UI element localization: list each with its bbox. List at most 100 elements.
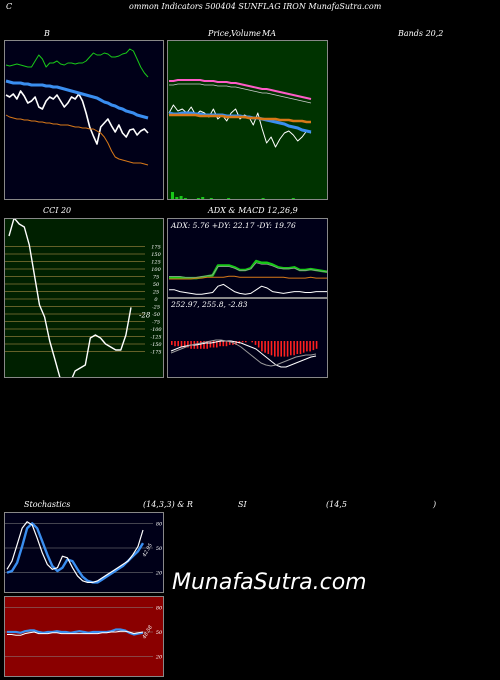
volume-bar <box>227 198 231 199</box>
rsi-tick-label: 50 <box>156 630 163 636</box>
ma-title: MA <box>262 29 276 38</box>
macd-histogram-bar <box>274 341 276 357</box>
stoch-tick-label: 20 <box>155 571 163 577</box>
volume-bar <box>291 198 295 199</box>
cci-tick-label: -125 <box>150 335 161 341</box>
volume-bar <box>223 199 226 200</box>
cci-value-label: -28 <box>139 311 151 319</box>
macd-histogram-bar <box>222 341 225 347</box>
macd-histogram-bar <box>241 341 244 343</box>
macd-histogram-bar <box>302 341 305 353</box>
volume-bar <box>257 199 260 200</box>
macd-values: 252.97, 255.8, -2.83 <box>171 300 248 309</box>
macd-histogram-bar <box>174 341 176 347</box>
volume-bar <box>249 199 252 200</box>
macd-histogram-bar <box>177 341 179 347</box>
volume-bar <box>193 199 196 200</box>
macd-line <box>170 340 317 368</box>
adx-white-line <box>169 283 327 295</box>
bollinger-blue-line <box>5 79 149 120</box>
macd-histogram-bar <box>180 341 183 348</box>
macd-histogram-bar <box>212 341 215 348</box>
volume-bar <box>300 199 303 200</box>
macd-histogram-bar <box>306 341 308 352</box>
price-orange-line <box>169 113 311 124</box>
header-center: ommon Indicators 500404 SUNFLAG IRON Mun… <box>129 2 382 11</box>
macd-histogram-bar <box>228 341 231 345</box>
macd-histogram-bar <box>290 341 292 356</box>
volume-bar <box>201 197 205 199</box>
rsi-value-label: 48.58 <box>141 625 154 641</box>
macd-histogram-bar <box>264 341 266 353</box>
bollinger-white-line <box>5 90 149 145</box>
macd-histogram-bar <box>216 341 218 348</box>
price-grey-line <box>169 83 312 104</box>
header-left: C <box>6 2 13 11</box>
rsi-params: (14,5 <box>326 500 347 509</box>
volume-bar <box>214 199 217 200</box>
macd-histogram-bar <box>187 341 189 348</box>
cci-tick-label: 100 <box>151 267 161 273</box>
price-title: Price, <box>208 29 232 38</box>
volume-bar <box>287 199 290 200</box>
cci-tick-label: 50 <box>153 282 160 288</box>
macd-histogram-bar <box>254 341 257 345</box>
macd-histogram-bar <box>200 341 202 349</box>
volume-bar <box>179 196 183 199</box>
cci-tick-label: 125 <box>151 260 161 266</box>
stoch-tick-label: 50 <box>156 546 163 552</box>
cci-panel: 175 150 125 100 75 50 25 0 -25 -50 -75 -100 -125 -150… <box>4 218 164 378</box>
price-chart <box>167 40 328 200</box>
cci-line <box>8 219 132 377</box>
cci-tick-label: -50 <box>152 312 161 318</box>
volume-bar <box>261 198 265 199</box>
volume-bar <box>240 199 243 200</box>
macd-histogram-bar <box>245 341 247 343</box>
cci-tick-label: -25 <box>152 305 160 311</box>
volume-bar <box>244 199 247 200</box>
macd-histogram-bar <box>286 341 289 357</box>
macd-histogram-bar <box>251 341 253 343</box>
macd-histogram-bar <box>312 341 315 351</box>
macd-histogram-bar <box>280 341 282 357</box>
macd-histogram-bar <box>235 341 237 345</box>
cci-tick-label: 150 <box>151 252 161 258</box>
cci-tick-label: 0 <box>154 297 158 303</box>
macd-histogram-bar <box>283 341 286 357</box>
macd-histogram-bar <box>219 341 221 347</box>
volume-bar <box>279 199 282 200</box>
volume-bar <box>218 199 221 200</box>
volume-bar <box>209 198 213 199</box>
volume-bar <box>175 197 179 199</box>
volume-bar <box>275 199 278 200</box>
bollinger-panel <box>4 40 164 200</box>
stoch-white-line <box>6 521 144 584</box>
volume-bar <box>188 199 191 200</box>
cci-title: CCI 20 <box>43 206 72 215</box>
volume-bar <box>266 199 269 200</box>
macd-histogram-bar <box>299 341 302 354</box>
macd-histogram-bar <box>270 341 273 356</box>
volume-bar <box>206 199 209 200</box>
macd-histogram-bar <box>225 341 228 347</box>
cci-tick-label: 175 <box>151 245 161 251</box>
cci-tick-label: -150 <box>150 342 162 348</box>
volume-bar <box>196 198 200 199</box>
adx-grey-line <box>169 262 327 278</box>
macd-histogram-bar <box>315 341 318 349</box>
rsi-title: SI <box>238 500 247 509</box>
bollinger-green-line <box>5 48 149 78</box>
adx-orange-line <box>169 275 327 280</box>
macd-histogram-bar <box>293 341 295 356</box>
cci-tick-label: -100 <box>150 327 162 333</box>
macd-histogram-bar <box>261 341 263 352</box>
volume-bar <box>183 198 187 199</box>
macd-chart <box>167 298 328 378</box>
volume-title: Volume <box>231 29 261 38</box>
rsi-chart: 80 50 20 48.58 <box>4 596 164 677</box>
stoch-blue-line <box>6 522 145 584</box>
price-pink-line <box>169 79 312 100</box>
adx-chart <box>167 218 328 298</box>
macd-histogram-bar <box>183 341 186 348</box>
